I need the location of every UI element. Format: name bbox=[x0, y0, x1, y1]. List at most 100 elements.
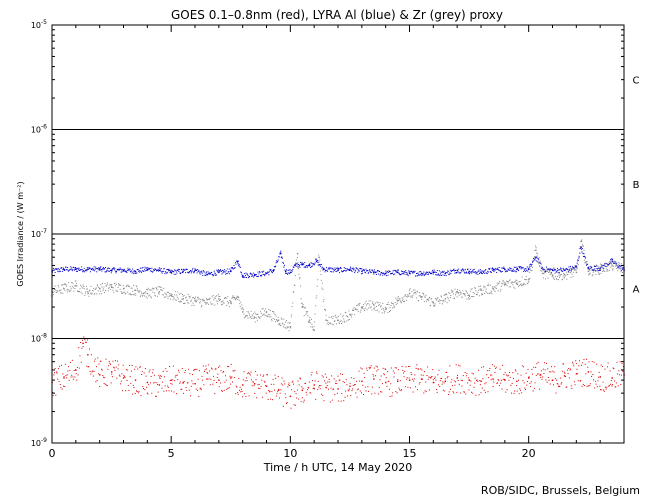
trace-dot bbox=[439, 385, 441, 387]
trace-dot bbox=[338, 315, 340, 317]
trace-dot bbox=[92, 269, 94, 271]
trace-dot bbox=[115, 289, 117, 291]
trace-dot bbox=[450, 289, 452, 291]
trace-dot bbox=[589, 273, 591, 275]
trace-dot bbox=[180, 301, 182, 303]
trace-dot bbox=[364, 302, 366, 304]
trace-dot bbox=[357, 271, 359, 273]
trace-dot bbox=[520, 268, 522, 270]
trace-dot bbox=[179, 300, 181, 302]
trace-dot bbox=[450, 270, 452, 272]
x-tick-label: 15 bbox=[403, 447, 417, 460]
trace-dot bbox=[261, 308, 263, 310]
trace-dot bbox=[126, 272, 128, 274]
trace-dot bbox=[92, 370, 94, 372]
trace-dot bbox=[169, 366, 171, 368]
trace-dot bbox=[558, 274, 560, 276]
trace-dot bbox=[392, 307, 394, 309]
trace-dot bbox=[379, 379, 381, 381]
trace-dot bbox=[572, 275, 574, 277]
trace-dot bbox=[106, 283, 108, 285]
trace-dot bbox=[163, 287, 165, 289]
trace-dot bbox=[230, 363, 232, 365]
data-point bbox=[587, 371, 590, 373]
trace-dot bbox=[416, 272, 418, 274]
trace-dot bbox=[433, 304, 435, 306]
trace-dot bbox=[387, 271, 389, 273]
trace-dot bbox=[257, 313, 259, 315]
trace-dot bbox=[201, 272, 203, 274]
trace-dot bbox=[505, 283, 507, 285]
trace-dot bbox=[463, 294, 465, 296]
trace-dot bbox=[183, 268, 185, 270]
trace-dot bbox=[533, 257, 535, 259]
trace-dot bbox=[591, 361, 593, 363]
trace-dot bbox=[519, 389, 521, 391]
trace-dot bbox=[209, 273, 211, 275]
trace-dot bbox=[381, 272, 383, 274]
trace-dot bbox=[302, 305, 304, 307]
trace-dot bbox=[55, 268, 57, 270]
trace-dot bbox=[204, 369, 206, 371]
data-point bbox=[599, 268, 601, 271]
trace-dot bbox=[414, 275, 416, 277]
trace-dot bbox=[514, 281, 516, 283]
trace-dot bbox=[94, 288, 96, 290]
trace-dot bbox=[605, 268, 607, 270]
trace-dot bbox=[145, 375, 147, 377]
trace-dot bbox=[255, 313, 257, 315]
trace-dot bbox=[66, 374, 68, 376]
trace-dot bbox=[197, 297, 199, 299]
trace-dot bbox=[599, 273, 601, 275]
trace-dot bbox=[323, 268, 325, 270]
trace-dot bbox=[427, 378, 429, 380]
trace-dot bbox=[409, 387, 411, 389]
trace-dot bbox=[222, 269, 224, 271]
trace-dot bbox=[58, 271, 60, 273]
trace-dot bbox=[334, 320, 336, 322]
trace-dot bbox=[262, 273, 264, 275]
trace-dot bbox=[430, 273, 432, 275]
trace-dot bbox=[390, 367, 392, 369]
trace-dot bbox=[593, 269, 595, 271]
trace-dot bbox=[133, 284, 135, 286]
trace-dot bbox=[224, 271, 226, 273]
trace-dot bbox=[306, 312, 308, 314]
data-point bbox=[170, 379, 172, 381]
trace-dot bbox=[360, 309, 362, 311]
trace-dot bbox=[475, 272, 477, 274]
trace-dot bbox=[210, 378, 212, 380]
trace-dot bbox=[91, 269, 93, 271]
trace-dot bbox=[116, 269, 118, 271]
trace-dot bbox=[598, 274, 600, 276]
trace-dot bbox=[597, 270, 599, 272]
trace-dot bbox=[266, 272, 268, 274]
trace-dot bbox=[589, 269, 591, 271]
trace-dot bbox=[460, 269, 462, 271]
trace-dot bbox=[179, 272, 181, 274]
trace-dot bbox=[586, 264, 588, 266]
trace-dot bbox=[603, 390, 605, 392]
trace-dot bbox=[176, 374, 178, 376]
trace-dot bbox=[561, 269, 563, 271]
trace-dot bbox=[401, 365, 403, 367]
trace-dot bbox=[521, 392, 523, 394]
trace-dot bbox=[205, 297, 207, 299]
trace-dot bbox=[530, 265, 532, 267]
trace-dot bbox=[313, 326, 315, 328]
trace-dot bbox=[305, 382, 307, 384]
trace-dot bbox=[99, 287, 101, 289]
trace-dot bbox=[612, 384, 614, 386]
trace-dot bbox=[424, 274, 426, 276]
trace-dot bbox=[329, 322, 331, 324]
trace-dot bbox=[292, 291, 294, 293]
trace-dot bbox=[275, 315, 277, 317]
trace-dot bbox=[94, 268, 96, 270]
trace-dot bbox=[545, 268, 547, 270]
trace-dot bbox=[620, 271, 622, 273]
trace-dot bbox=[541, 272, 543, 274]
trace-dot bbox=[330, 323, 332, 325]
trace-dot bbox=[306, 311, 308, 313]
trace-dot bbox=[270, 398, 272, 400]
trace-dot bbox=[489, 292, 491, 294]
